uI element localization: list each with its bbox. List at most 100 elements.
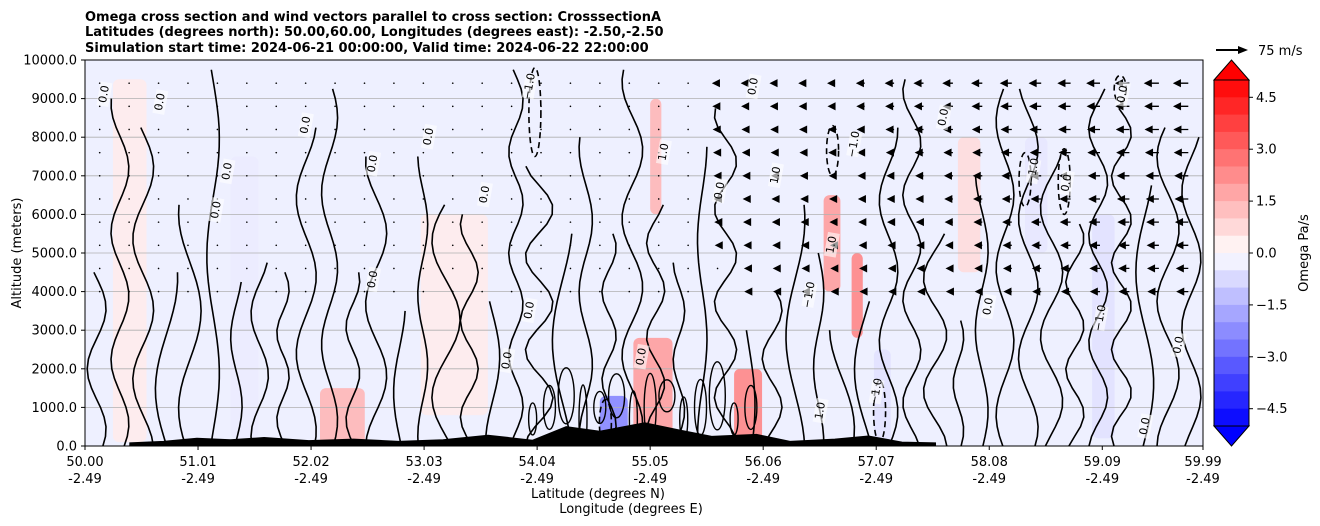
wind-vector-23-2: [772, 241, 781, 250]
wind-vector-28-9: [913, 79, 924, 88]
wind-vector-14-3: [510, 221, 513, 223]
contour-label-group-19: −1.0: [845, 130, 862, 159]
wind-vector-35-3: [1117, 218, 1130, 227]
wind-vector-18-1: [628, 267, 631, 270]
wind-vector-6-0: [275, 290, 278, 293]
contour-loop-6: [628, 390, 639, 446]
wind-vector-22-6: [741, 148, 750, 157]
wind-vector-25-7: [827, 125, 836, 134]
colorbar-segment-7: [1214, 201, 1249, 219]
y-tick-label-10: 10000.0: [23, 54, 77, 69]
contour-loop-5: [607, 373, 626, 419]
wind-vector-23-6: [770, 148, 779, 157]
wind-vector-20-1: [687, 267, 689, 270]
contour-label-group-8: 0.0: [477, 181, 493, 208]
contour-label-6: 0.0: [421, 127, 437, 146]
contour-line-16: [459, 214, 480, 446]
wind-vector-27-5: [886, 171, 895, 180]
y-tick-label-2: 2000.0: [32, 362, 78, 377]
colorbar-segment-11: [1214, 270, 1249, 289]
negative-contour-1: [825, 124, 840, 177]
y-tick-label-4: 4000.0: [32, 285, 78, 300]
wind-vector-9-2: [363, 244, 366, 247]
wind-vector-35-1: [1118, 264, 1130, 273]
wind-vector-30-9: [971, 79, 983, 88]
wind-vector-35-7: [1115, 125, 1130, 134]
wind-vector-14-0: [510, 290, 513, 293]
wind-vector-16-9: [569, 82, 572, 84]
wind-vector-11-1: [422, 267, 425, 270]
wind-vector-37-7: [1173, 125, 1189, 134]
contour-label-bg-18: [823, 231, 840, 258]
wind-vector-1-0: [128, 290, 130, 293]
x-tick-label-lat-4: 54.04: [519, 455, 556, 470]
wind-vector-33-3: [1059, 218, 1071, 227]
contour-line-0: [86, 271, 107, 446]
wind-vector-6-4: [275, 198, 278, 200]
wind-vector-23-7: [770, 125, 779, 134]
wind-vector-23-0: [773, 287, 782, 296]
wind-vector-18-5: [628, 175, 631, 177]
wind-vector-20-8: [687, 105, 689, 108]
x-tick-label-lat-6: 56.06: [745, 455, 782, 470]
wind-vector-18-2: [628, 244, 631, 247]
wind-vector-9-0: [363, 290, 366, 293]
wind-vector-3-3: [187, 221, 189, 223]
wind-vector-16-6: [569, 151, 572, 154]
wind-vector-1-4: [128, 198, 130, 200]
gridlines: [85, 98, 1203, 408]
wind-vector-6-1: [275, 267, 278, 270]
wind-vector-2-4: [157, 198, 160, 200]
wind-vector-28-1: [916, 264, 925, 273]
wind-vector-21-8: [712, 102, 721, 111]
wind-vector-10-5: [393, 175, 395, 177]
contour-label-bg-7: [365, 266, 382, 293]
wind-vector-26-8: [856, 102, 865, 111]
x-tick-label-lon-10: -2.49: [1186, 472, 1220, 487]
wind-vector-5-5: [246, 175, 248, 177]
wind-vector-19-0: [657, 290, 660, 293]
contour-label-bg-26: [1092, 305, 1109, 331]
wind-vector-34-7: [1086, 125, 1100, 134]
wind-vector-22-7: [741, 125, 750, 134]
colorbar-segment-18: [1214, 391, 1249, 410]
quiver-key-label: 75 m/s: [1258, 44, 1303, 59]
wind-vector-0-5: [98, 175, 101, 177]
wind-vector-7-0: [304, 290, 307, 293]
wind-vector-23-8: [769, 102, 778, 111]
wind-vector-29-0: [945, 287, 954, 296]
wind-vector-0-4: [98, 198, 101, 200]
contour-line-27: [713, 108, 738, 446]
wind-vector-17-1: [599, 267, 601, 270]
wind-vector-34-2: [1088, 241, 1100, 250]
wind-vector-5-6: [246, 151, 248, 154]
wind-vector-26-2: [858, 241, 867, 250]
wind-vector-15-4: [540, 198, 542, 200]
wind-vector-36-3: [1146, 218, 1159, 227]
contour-label-group-11: −1.0: [520, 72, 537, 101]
colorbar-label: Omega Pa/s: [1297, 214, 1312, 292]
y-axis: 0.0 1000.0 2000.0 3000.0 4000.0 5000.0 6000.0 7…: [23, 54, 85, 455]
wind-vector-21-9: [711, 79, 720, 88]
wind-vector-8-0: [334, 290, 336, 293]
wind-vector-13-0: [481, 290, 483, 293]
wind-vector-14-4: [510, 198, 513, 200]
contour-label-bg-2: [208, 197, 225, 223]
x-tick-label-lon-2: -2.49: [294, 472, 328, 487]
wind-vector-33-2: [1060, 241, 1071, 250]
contour-label-19: −1.0: [845, 130, 862, 159]
wind-vector-4-5: [216, 175, 219, 177]
contour-line-45: [1135, 185, 1155, 446]
wind-vector-1-5: [128, 175, 130, 177]
contour-label-27: 0.0: [1114, 84, 1130, 103]
contour-line-7: [250, 262, 270, 446]
contour-label-8: 0.0: [477, 185, 493, 204]
wind-vector-5-7: [246, 128, 248, 131]
y-tick-label-3: 3000.0: [32, 324, 78, 339]
contour-label-group-15: 1.0: [768, 162, 784, 189]
contour-label-group-4: 0.0: [297, 112, 314, 138]
contour-label-group-6: 0.0: [421, 123, 437, 150]
colorbar-segment-3: [1214, 131, 1249, 150]
wind-vector-6-3: [275, 221, 278, 223]
contour-label-group-10: 0.0: [521, 297, 538, 324]
